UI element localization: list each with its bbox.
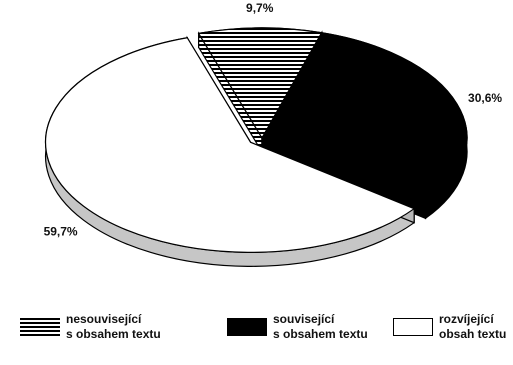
slice-souvisejici-s-obsahem-textu [261, 32, 468, 206]
legend-label-line2: s obsahem textu [273, 327, 368, 341]
legend-swatch-white [393, 318, 433, 336]
slice-nesouvisejici-s-obsahem-textu [197, 27, 323, 140]
legend-label-line2: obsah textu [439, 327, 507, 341]
legend-item-related: související s obsahem textu [227, 312, 368, 342]
slice-rozvijejici-obsah-textu [45, 37, 416, 253]
pie-chart: 9,7% 30,6% 59,7% [44, 1, 502, 267]
legend: nesouvisející s obsahem textu souvisejíc… [0, 306, 513, 365]
legend-label-line1: související [273, 312, 335, 326]
data-label-nesouvisejici-s-obsahem-textu: 9,7% [246, 1, 274, 15]
data-label-rozvijejici-obsah-textu: 59,7% [44, 225, 78, 239]
legend-item-developing: rozvíjející obsah textu [393, 312, 506, 342]
legend-swatch-black [227, 318, 267, 336]
data-label-souvisejici-s-obsahem-textu: 30,6% [468, 91, 502, 105]
legend-label-line1: nesouvisející [66, 312, 142, 326]
legend-item-unrelated: nesouvisející s obsahem textu [20, 312, 161, 342]
legend-label-line1: rozvíjející [439, 312, 494, 326]
legend-label-line2: s obsahem textu [66, 327, 161, 341]
legend-swatch-striped [20, 318, 60, 336]
